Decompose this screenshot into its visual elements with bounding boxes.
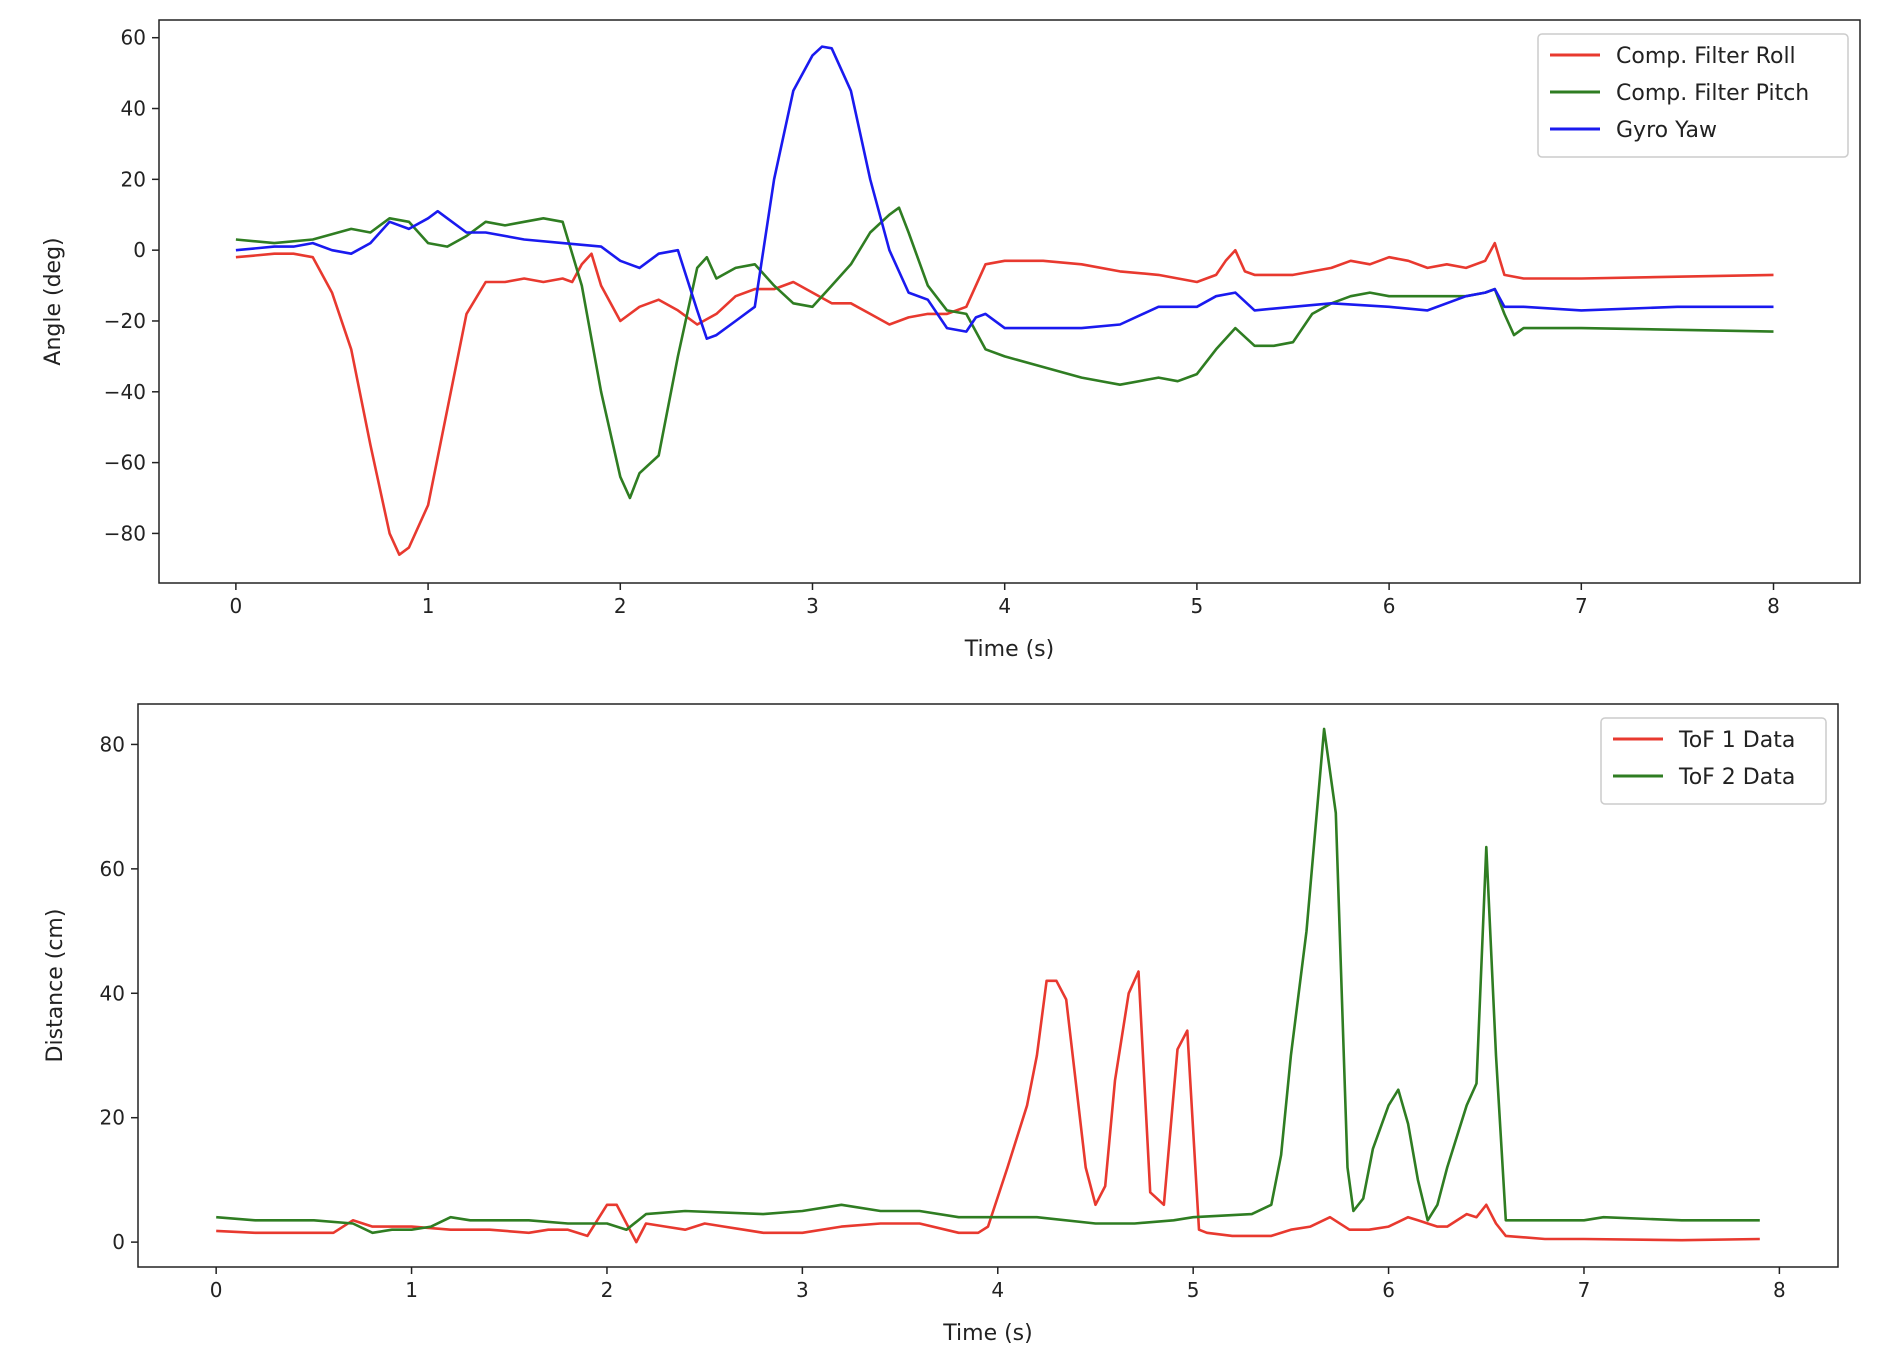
x-tick-label: 3 bbox=[796, 1278, 809, 1302]
series-line-tof-2-data bbox=[216, 727, 1760, 1235]
angle-chart-y-axis-label: Angle (deg) bbox=[41, 237, 66, 365]
distance-chart: 0 1 2 3 4 5 6 7 8 0 20 40 60 80 Time (s) Distance (c… bbox=[43, 703, 1839, 1346]
legend-label-comp-filter-pitch: Comp. Filter Pitch bbox=[1616, 81, 1809, 106]
angle-chart-series bbox=[235, 45, 1774, 556]
y-tick-label: 80 bbox=[100, 732, 125, 756]
y-tick-label: −60 bbox=[104, 451, 146, 475]
x-tick-label: 2 bbox=[601, 1278, 614, 1302]
angle-chart-x-ticks: 0 1 2 3 4 5 6 7 8 bbox=[230, 583, 1780, 618]
y-tick-label: 0 bbox=[112, 1230, 125, 1254]
x-tick-label: 1 bbox=[405, 1278, 418, 1302]
legend-label-comp-filter-roll: Comp. Filter Roll bbox=[1616, 44, 1796, 69]
series-line-comp-filter-roll bbox=[235, 241, 1774, 556]
distance-chart-x-ticks: 0 1 2 3 4 5 6 7 8 bbox=[210, 1267, 1786, 1302]
angle-chart-legend: Comp. Filter Roll Comp. Filter Pitch Gyr… bbox=[1537, 33, 1849, 158]
angle-chart-frame bbox=[158, 19, 1861, 584]
series-line-gyro-yaw bbox=[235, 45, 1774, 340]
x-tick-label: 4 bbox=[998, 594, 1011, 618]
x-tick-label: 0 bbox=[230, 594, 243, 618]
x-tick-label: 3 bbox=[806, 594, 819, 618]
series-line-tof-1-data bbox=[216, 970, 1760, 1244]
x-tick-label: 7 bbox=[1575, 594, 1588, 618]
y-tick-label: −80 bbox=[104, 521, 146, 545]
angle-chart: 0 1 2 3 4 5 6 7 8 −80 −60 −40 −20 0 20 40 60 Time (s) A… bbox=[41, 19, 1861, 662]
y-tick-label: 60 bbox=[100, 857, 125, 881]
x-tick-label: 8 bbox=[1773, 1278, 1786, 1302]
x-tick-label: 8 bbox=[1767, 594, 1780, 618]
angle-chart-x-axis-label: Time (s) bbox=[964, 637, 1054, 662]
x-tick-label: 1 bbox=[422, 594, 435, 618]
distance-chart-series bbox=[216, 727, 1760, 1244]
y-tick-label: 40 bbox=[121, 97, 146, 121]
y-tick-label: 0 bbox=[133, 238, 146, 262]
legend-label-tof-1-data: ToF 1 Data bbox=[1678, 728, 1795, 753]
angle-chart-legend-box bbox=[1537, 33, 1849, 158]
y-tick-label: 40 bbox=[100, 981, 125, 1005]
x-tick-label: 0 bbox=[210, 1278, 223, 1302]
distance-chart-legend: ToF 1 Data ToF 2 Data bbox=[1600, 717, 1827, 805]
x-tick-label: 5 bbox=[1191, 594, 1204, 618]
x-tick-label: 5 bbox=[1187, 1278, 1200, 1302]
angle-chart-y-ticks: −80 −60 −40 −20 0 20 40 60 bbox=[104, 26, 159, 545]
y-tick-label: −40 bbox=[104, 380, 146, 404]
y-tick-label: 60 bbox=[121, 26, 146, 50]
distance-chart-y-ticks: 0 20 40 60 80 bbox=[100, 732, 138, 1254]
distance-chart-y-axis-label: Distance (cm) bbox=[43, 909, 68, 1063]
distance-chart-x-axis-label: Time (s) bbox=[942, 1321, 1032, 1346]
x-tick-label: 6 bbox=[1382, 1278, 1395, 1302]
series-line-comp-filter-pitch bbox=[235, 206, 1774, 500]
distance-chart-frame bbox=[137, 703, 1839, 1268]
legend-label-gyro-yaw: Gyro Yaw bbox=[1616, 118, 1717, 143]
x-tick-label: 4 bbox=[991, 1278, 1004, 1302]
x-tick-label: 2 bbox=[614, 594, 627, 618]
x-tick-label: 7 bbox=[1578, 1278, 1591, 1302]
y-tick-label: 20 bbox=[121, 167, 146, 191]
legend-label-tof-2-data: ToF 2 Data bbox=[1678, 765, 1795, 790]
x-tick-label: 6 bbox=[1383, 594, 1396, 618]
y-tick-label: 20 bbox=[100, 1106, 125, 1130]
y-tick-label: −20 bbox=[104, 309, 146, 333]
